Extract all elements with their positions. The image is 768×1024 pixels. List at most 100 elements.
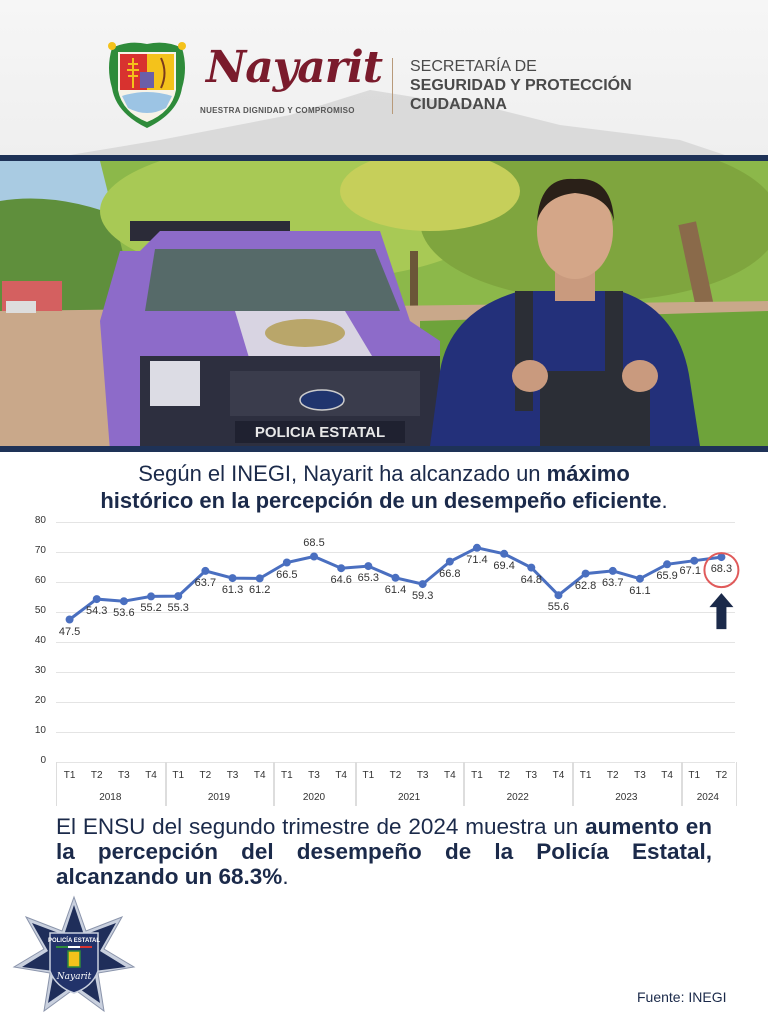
badge-top-text: POLICÍA ESTATAL [48, 936, 100, 944]
y-tick-label: 30 [34, 665, 46, 676]
year-label: 2024 [696, 792, 719, 803]
data-point [717, 553, 726, 562]
year-group [463, 762, 575, 806]
year-group [572, 762, 683, 806]
quarter-label: T4 [552, 770, 565, 781]
gridline [56, 732, 735, 733]
quarter-label: T1 [688, 770, 701, 781]
quarter-label: T2 [90, 770, 103, 781]
data-point [527, 563, 536, 572]
data-label: 61.1 [629, 584, 651, 597]
data-point [391, 573, 400, 582]
year-label: 2022 [506, 792, 529, 803]
data-point [581, 569, 590, 578]
data-label: 55.6 [547, 601, 570, 614]
y-tick-label: 10 [34, 725, 46, 736]
data-point [337, 564, 346, 573]
quarter-label: T1 [172, 770, 185, 781]
year-group [164, 762, 276, 806]
quarter-label: T3 [118, 770, 130, 781]
quarter-label: T4 [335, 770, 347, 781]
y-tick-label: 0 [40, 755, 46, 766]
data-label: 55.3 [167, 602, 189, 615]
y-tick-label: 20 [34, 695, 46, 706]
summary-bold: aumento en la percepción del desempeño d… [56, 814, 712, 889]
year-label: 2020 [302, 792, 326, 803]
brand-name: Nayarit [206, 42, 383, 93]
data-point [119, 597, 128, 606]
data-label: 47.5 [58, 625, 81, 638]
data-label: 63.7 [602, 576, 624, 589]
nayarit-brand: Nayarit NUESTRA DIGNIDAD Y COMPROMISO [200, 42, 383, 116]
policia-estatal-badge-icon: POLICÍA ESTATAL Nayarit [12, 895, 136, 1013]
quarter-label: T2 [606, 770, 619, 781]
quarter-label: T2 [715, 770, 728, 781]
gridline [56, 552, 735, 553]
gridline [56, 672, 735, 673]
department-line-1: SECRETARÍA DE [410, 58, 537, 75]
data-label: 54.3 [86, 605, 108, 618]
data-point [472, 543, 481, 552]
quarter-label: T1 [579, 770, 592, 781]
badge-script-text: Nayarit [56, 972, 92, 982]
data-label: 62.8 [574, 579, 597, 592]
data-point [690, 556, 699, 565]
data-label: 66.5 [276, 568, 298, 581]
data-point [65, 615, 74, 624]
quarter-label: T1 [281, 770, 293, 781]
quarter-label: T4 [661, 770, 673, 781]
data-point [174, 592, 183, 601]
data-label: 63.7 [194, 576, 217, 589]
quarter-label: T1 [471, 770, 483, 781]
data-label: 68.5 [303, 536, 325, 549]
data-label: 67.1 [679, 564, 701, 577]
department-line-3: CIUDADANA [410, 96, 507, 113]
year-group [56, 762, 167, 806]
summary-regular: El ENSU del segundo trimestre de 2024 mu… [56, 814, 586, 839]
data-label: 64.6 [330, 574, 352, 587]
data-point [92, 595, 101, 604]
year-group [354, 762, 466, 806]
data-label: 55.2 [140, 602, 162, 615]
y-tick-label: 80 [34, 515, 46, 526]
summary-end: . [282, 864, 289, 889]
data-point [554, 591, 563, 600]
year-group [680, 762, 737, 806]
summary-paragraph: El ENSU del segundo trimestre de 2024 mu… [56, 814, 712, 889]
data-point [364, 562, 373, 571]
quarter-label: T1 [362, 770, 375, 781]
headline-bold-1: máximo [546, 461, 630, 486]
quarter-label: T1 [63, 770, 76, 781]
y-tick-label: 40 [34, 635, 46, 646]
data-point [147, 592, 156, 601]
data-label: 61.4 [384, 583, 407, 596]
gridline [56, 642, 735, 643]
quarter-label: T3 [634, 770, 646, 781]
quarter-label: T4 [443, 770, 456, 781]
data-label: 61.2 [248, 584, 271, 597]
y-tick-label: 50 [34, 605, 46, 616]
header-banner: Nayarit NUESTRA DIGNIDAD Y COMPROMISO SE… [0, 0, 768, 155]
headline: Según el INEGI, Nayarit ha alcanzado un … [0, 460, 768, 514]
quarter-label: T3 [308, 770, 320, 781]
data-point [228, 574, 237, 583]
quarter-label: T4 [145, 770, 157, 781]
quarter-label: T3 [525, 770, 538, 781]
department-name: SECRETARÍA DE SEGURIDAD Y PROTECCIÓN CIU… [410, 57, 632, 114]
data-label: 66.8 [439, 567, 461, 580]
year-label: 2023 [615, 792, 638, 803]
hero-photo: POLICIA ESTATAL [0, 155, 768, 452]
data-point [310, 552, 319, 561]
vehicle-label: POLICIA ESTATAL [255, 424, 385, 441]
headline-regular: Según el INEGI, Nayarit ha alcanzado un [138, 461, 547, 486]
data-label: 68.3 [710, 563, 733, 576]
mountain-silhouette [70, 90, 725, 155]
headline-bold-2: histórico en la percepción de un desempe… [100, 488, 662, 513]
data-label: 64.8 [520, 573, 542, 586]
year-label: 2019 [207, 792, 231, 803]
data-label: 65.9 [656, 570, 678, 583]
data-label: 59.3 [411, 590, 434, 603]
gridline [56, 702, 735, 703]
quarter-label: T2 [498, 770, 510, 781]
data-point [608, 566, 617, 575]
